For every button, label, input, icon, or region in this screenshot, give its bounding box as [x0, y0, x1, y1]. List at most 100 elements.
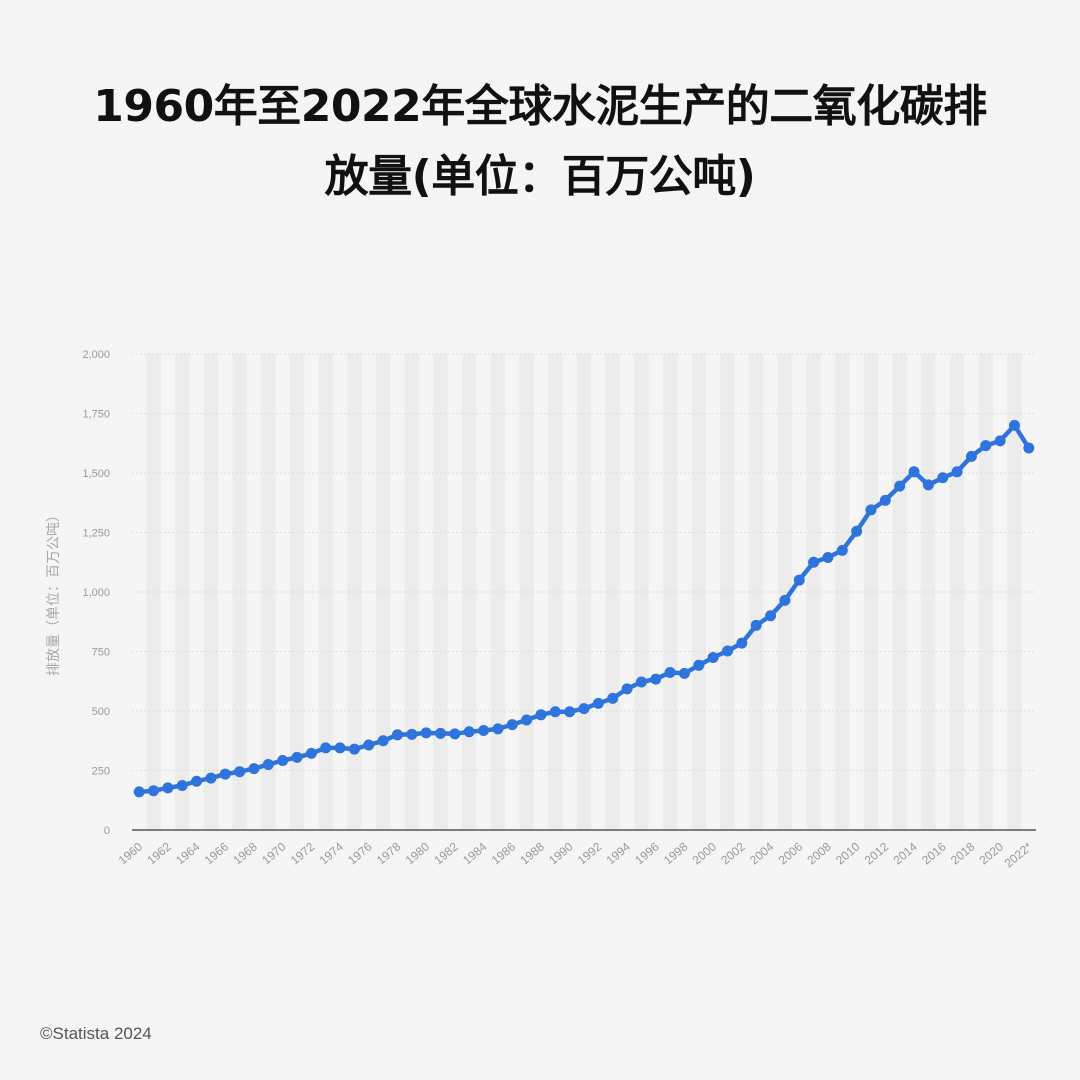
data-point: [334, 742, 346, 754]
data-point: [133, 786, 145, 798]
data-point: [291, 751, 303, 763]
y-tick-label: 0: [104, 825, 110, 837]
background-band: [720, 354, 735, 830]
data-point: [305, 747, 317, 759]
x-tick-label: 1972: [288, 839, 318, 867]
data-point: [879, 494, 891, 506]
x-tick-label: 1966: [202, 839, 232, 867]
data-point: [320, 742, 332, 754]
gridlines: [132, 353, 1036, 771]
data-point: [492, 723, 504, 735]
x-tick-label: 1984: [460, 839, 490, 867]
data-point: [793, 574, 805, 586]
x-tick-label: 2012: [862, 839, 892, 867]
x-tick-label: 2014: [891, 839, 921, 867]
data-point: [391, 729, 403, 741]
x-tick-label: 1986: [489, 839, 519, 867]
data-point: [435, 727, 447, 739]
x-tick-label: 1968: [230, 839, 260, 867]
data-point: [765, 610, 777, 622]
x-tick-label: 2002: [718, 839, 748, 867]
data-point: [406, 728, 418, 740]
data-point: [707, 651, 719, 663]
data-point: [234, 766, 246, 778]
data-point: [506, 719, 518, 731]
y-tick-label: 1,250: [82, 528, 110, 540]
data-point: [478, 725, 490, 737]
x-tick-label: 1962: [144, 839, 174, 867]
data-point: [277, 755, 289, 767]
y-tick-label: 1,000: [82, 587, 110, 599]
data-point: [951, 466, 963, 478]
data-point: [851, 525, 863, 537]
x-tick-label: 2022*: [1002, 839, 1035, 870]
x-tick-label: 2006: [776, 839, 806, 867]
data-point: [721, 645, 733, 657]
y-tick-label: 1,750: [82, 409, 110, 421]
source-credit: ©Statista 2024: [40, 1024, 152, 1043]
data-point: [521, 714, 533, 726]
data-point: [219, 768, 231, 780]
x-tick-label: 2010: [833, 839, 863, 867]
x-tick-label: 1998: [661, 839, 691, 867]
x-tick-label: 2020: [977, 839, 1007, 867]
data-point: [965, 450, 977, 462]
data-point: [262, 759, 274, 771]
background-band: [1007, 354, 1022, 830]
data-point: [937, 472, 949, 484]
x-tick-label: 1960: [116, 839, 146, 867]
line-chart: 0 250 500 750 1,000 1,250 1,500 1,750 2,000 1960…: [46, 349, 1036, 870]
data-point: [922, 479, 934, 491]
data-point: [750, 619, 762, 631]
data-point: [191, 775, 203, 787]
y-tick-label: 500: [92, 706, 110, 718]
data-point: [348, 743, 360, 755]
background-band: [863, 354, 879, 830]
chart-title-line1: 1960年至2022年全球水泥生产的二氧化碳排: [93, 81, 987, 132]
y-tick-label: 250: [92, 766, 110, 778]
x-tick-label: 1974: [317, 839, 347, 867]
y-tick-label: 1,500: [82, 468, 110, 480]
data-point: [248, 763, 260, 775]
data-point: [176, 779, 188, 791]
x-tick-label: 1992: [575, 839, 605, 867]
data-point: [449, 728, 461, 740]
data-point: [578, 703, 590, 715]
x-axis-ticks: 1960 1962 1964 1966 1968 1970 1972 1974 1976 1978…: [116, 839, 1035, 870]
background-band: [519, 354, 534, 830]
data-point: [205, 772, 217, 784]
data-point: [564, 706, 576, 718]
y-tick-label: 750: [92, 647, 110, 659]
data-points: [133, 419, 1035, 798]
y-axis-ticks: 0 250 500 750 1,000 1,250 1,500 1,750 2,000: [82, 349, 110, 837]
y-axis-label: 排放量（单位：百万公吨）: [46, 508, 62, 676]
x-tick-label: 2004: [747, 839, 777, 867]
data-point: [1023, 442, 1035, 454]
x-tick-label: 2000: [690, 839, 720, 867]
data-point: [162, 782, 174, 794]
data-point: [994, 435, 1006, 447]
chart-title: 1960年至2022年全球水泥生产的二氧化碳排 放量(单位：百万公吨): [40, 72, 1040, 212]
data-point: [592, 697, 604, 709]
data-point: [822, 551, 834, 563]
data-point: [621, 683, 633, 695]
x-tick-label: 2016: [919, 839, 949, 867]
x-tick-label: 1988: [517, 839, 547, 867]
x-tick-label: 2018: [948, 839, 978, 867]
data-point: [865, 504, 877, 516]
x-tick-label: 1994: [604, 839, 634, 867]
data-point: [650, 673, 662, 685]
data-point: [535, 709, 547, 721]
data-point: [808, 556, 820, 568]
y-tick-label: 2,000: [82, 349, 110, 361]
background-band: [203, 354, 219, 830]
data-point: [607, 692, 619, 704]
data-point: [463, 726, 475, 738]
data-point: [980, 440, 992, 452]
data-point: [1008, 419, 1020, 431]
data-point: [894, 480, 906, 492]
data-point: [635, 676, 647, 688]
data-point: [549, 706, 561, 718]
background-band: [375, 354, 391, 830]
data-point: [377, 735, 389, 747]
